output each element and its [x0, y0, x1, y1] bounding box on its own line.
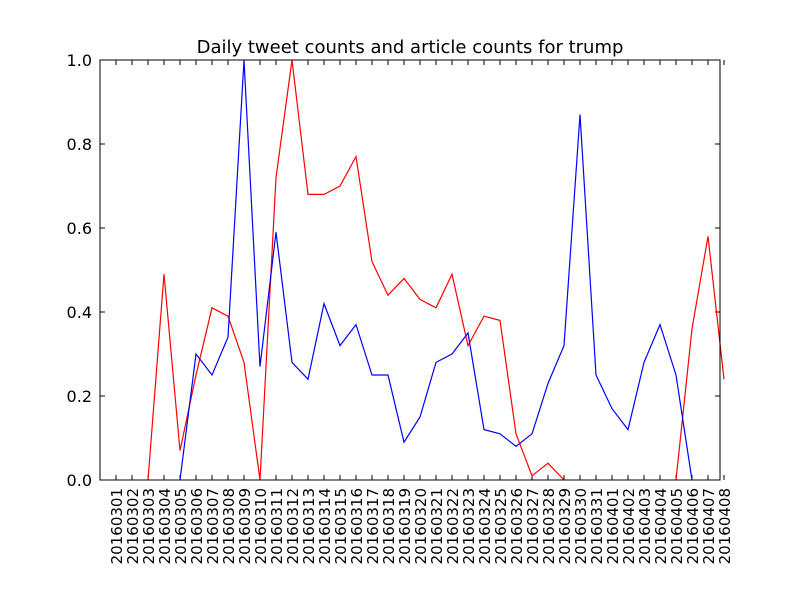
series-line-blue: [179, 59, 693, 481]
x-tick-label: 20160328: [540, 488, 558, 564]
y-tick-label: 0.8: [67, 135, 92, 154]
x-tick-label: 20160326: [508, 488, 526, 564]
x-tick-label: 20160402: [620, 488, 638, 564]
x-tick-label: 20160306: [188, 488, 206, 564]
x-tick-label: 20160302: [124, 488, 142, 564]
y-tick-label: 0.4: [67, 303, 92, 322]
x-tick-label: 20160404: [652, 488, 670, 564]
x-tick-label: 20160305: [172, 488, 190, 564]
x-tick-label: 20160308: [220, 488, 238, 564]
x-tick-label: 20160320: [412, 488, 430, 564]
y-tick-label: 0.0: [67, 471, 92, 490]
x-tick-label: 20160311: [268, 488, 286, 564]
x-tick-label: 20160317: [364, 488, 382, 564]
x-tick-label: 20160327: [524, 488, 542, 564]
x-tick-label: 20160318: [380, 488, 398, 564]
x-tick-label: 20160316: [348, 488, 366, 564]
x-tick-label: 20160331: [588, 488, 606, 564]
y-tick-label: 0.6: [67, 219, 92, 238]
chart-title: Daily tweet counts and article counts fo…: [197, 37, 624, 58]
x-tick-label: 20160407: [700, 488, 718, 564]
x-tick-label: 20160309: [236, 488, 254, 564]
x-tick-label: 20160324: [476, 488, 494, 564]
x-tick-label: 20160403: [636, 488, 654, 564]
x-tick-label: 20160314: [316, 488, 334, 564]
x-tick-label: 20160330: [572, 488, 590, 564]
x-tick-label: 20160313: [300, 488, 318, 564]
plot-frame: [99, 59, 721, 481]
x-tick-label: 20160310: [252, 488, 270, 564]
x-tick-label: 20160319: [396, 488, 414, 564]
y-tick-label: 0.2: [67, 387, 92, 406]
y-tick-label: 1.0: [67, 51, 92, 70]
x-tick-label: 20160315: [332, 488, 350, 564]
x-tick-label: 20160323: [460, 488, 478, 564]
x-tick-label: 20160304: [156, 488, 174, 564]
x-tick-label: 20160301: [108, 488, 126, 564]
x-tick-label: 20160405: [668, 488, 686, 564]
x-tick-label: 20160329: [556, 488, 574, 564]
x-tick-label: 20160401: [604, 488, 622, 564]
x-tick-label: 20160406: [684, 488, 702, 564]
x-tick-label: 20160307: [204, 488, 222, 564]
x-tick-label: 20160303: [140, 488, 158, 564]
x-tick-label: 20160321: [428, 488, 446, 564]
x-tick-label: 20160322: [444, 488, 462, 564]
x-tick-label: 20160312: [284, 488, 302, 564]
series-line-red: [147, 59, 725, 481]
x-tick-label: 20160408: [716, 488, 734, 564]
x-tick-label: 20160325: [492, 488, 510, 564]
